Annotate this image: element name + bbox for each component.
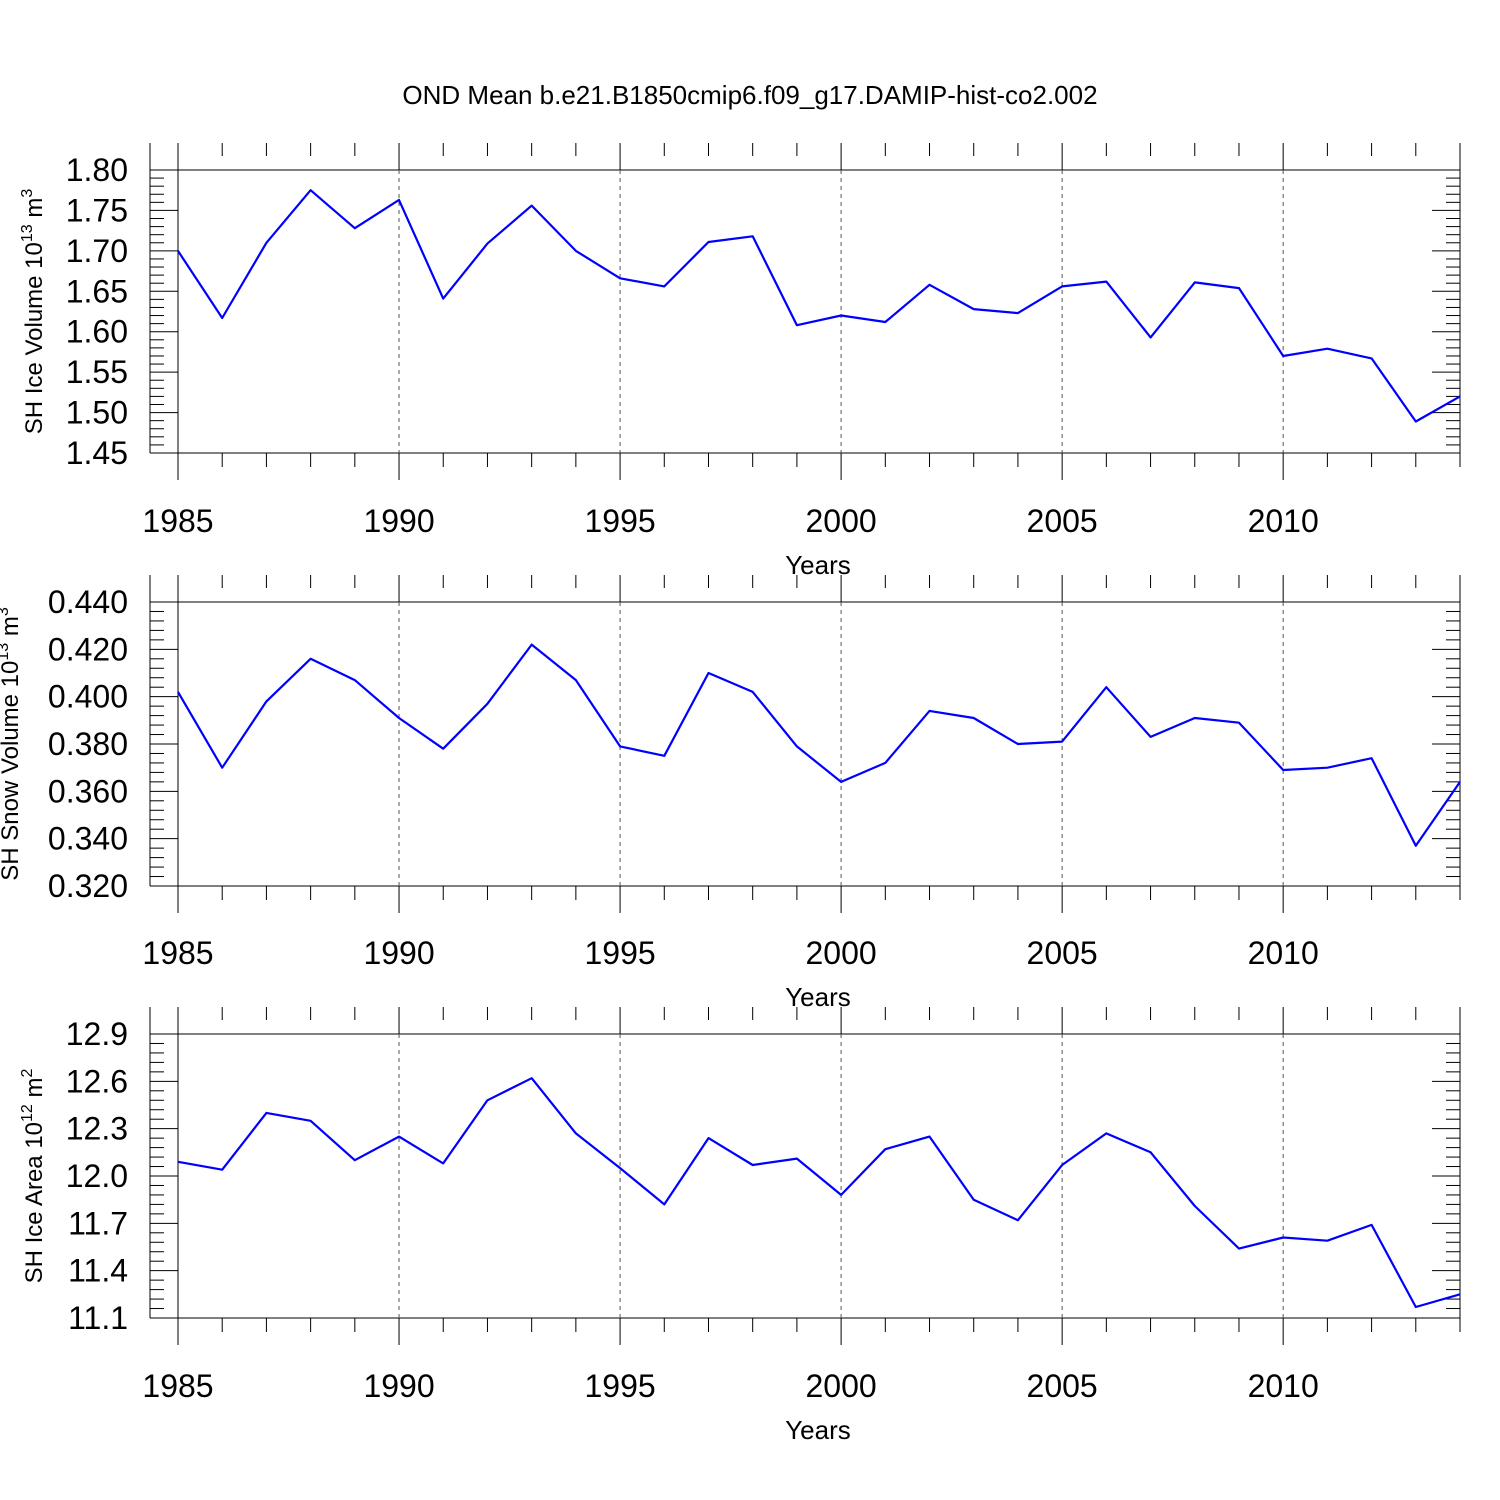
x-axis-label: Years [785,1415,851,1445]
y-tick-label: 11.4 [68,1253,128,1289]
y-axis-label-ylabel-main: SH Snow Volume 10 [0,661,24,881]
panel-1: 1985 1990 1995 2000 2005 2010 Years 1.45 1.50 1.5… [19,143,1461,580]
series-line [177,189,1461,423]
y-axis-label-ylabel-unit-exp: 2 [19,1069,36,1078]
series-line [177,643,1461,847]
y-tick-label: 0.320 [48,868,128,904]
y-axis-label-ylabel-main: SH Ice Volume 10 [21,242,48,434]
x-tick-label: 1990 [363,503,434,539]
y-axis-label: SH Snow Volume 1013 m3 [0,607,24,881]
y-tick-label: 1.55 [66,354,128,390]
x-tick-label: 2010 [1248,935,1319,971]
x-tick-label: 1995 [584,1368,655,1404]
y-axis-label-ylabel-unit: m [21,198,48,225]
y-tick-label: 12.3 [66,1111,128,1147]
y-tick-label: 1.45 [66,435,128,471]
x-tick-label: 1985 [142,503,213,539]
y-tick-label: 1.70 [66,233,128,269]
y-axis-label-ylabel-main: SH Ice Area 10 [21,1122,48,1283]
y-axis-label-ylabel-exp: 13 [19,224,36,242]
x-tick-label: 1985 [142,935,213,971]
y-axis-label-ylabel-unit: m [21,1078,48,1105]
x-tick-label: 1985 [142,1368,213,1404]
x-tick-label: 2000 [806,1368,877,1404]
y-tick-label: 12.0 [66,1158,128,1194]
x-tick-label: 2000 [806,935,877,971]
y-tick-label: 0.340 [48,821,128,857]
x-tick-label: 2005 [1027,935,1098,971]
y-axis-label-ylabel-exp: 12 [19,1104,36,1122]
y-tick-label: 12.9 [66,1016,128,1052]
y-tick-label: 0.400 [48,679,128,715]
panel-3: 1985 1990 1995 2000 2005 2010 Years 11.1 11.4 11.… [19,1007,1461,1445]
panels: 1985 1990 1995 2000 2005 2010 Years 1.45 1.50 1.5… [0,143,1461,1445]
x-axis-label: Years [785,982,851,1012]
x-tick-label: 2005 [1027,503,1098,539]
y-axis-label-ylabel-unit-exp: 3 [0,607,12,616]
x-tick-label: 2005 [1027,1368,1098,1404]
y-tick-label: 0.420 [48,631,128,667]
y-tick-label: 11.7 [68,1205,128,1241]
figure-title: OND Mean b.e21.B1850cmip6.f09_g17.DAMIP-… [402,80,1097,110]
y-tick-label: 1.50 [66,395,128,431]
series-line [177,1077,1461,1309]
y-axis-label: SH Ice Volume 1013 m3 [19,189,48,435]
x-tick-label: 2000 [806,503,877,539]
y-axis-label-ylabel-unit-exp: 3 [19,189,36,198]
y-tick-label: 11.1 [68,1300,128,1336]
x-tick-label: 1995 [584,935,655,971]
y-axis-label: SH Ice Area 1012 m2 [19,1069,48,1284]
y-tick-label: 1.80 [66,152,128,188]
y-tick-label: 0.440 [48,584,128,620]
y-tick-label: 1.65 [66,273,128,309]
x-tick-label: 1995 [584,503,655,539]
x-tick-label: 1990 [363,1368,434,1404]
x-tick-label: 2010 [1248,1368,1319,1404]
y-tick-label: 0.380 [48,726,128,762]
y-tick-label: 0.360 [48,773,128,809]
y-axis-label-ylabel-exp: 13 [0,643,12,661]
x-axis-label: Years [785,550,851,580]
x-tick-label: 2010 [1248,503,1319,539]
y-tick-label: 1.75 [66,192,128,228]
x-tick-label: 1990 [363,935,434,971]
y-axis-label-ylabel-unit: m [0,616,24,643]
y-tick-label: 12.6 [66,1063,128,1099]
y-tick-label: 1.60 [66,314,128,350]
panel-2: 1985 1990 1995 2000 2005 2010 Years 0.320 0.340 0… [0,575,1461,1012]
